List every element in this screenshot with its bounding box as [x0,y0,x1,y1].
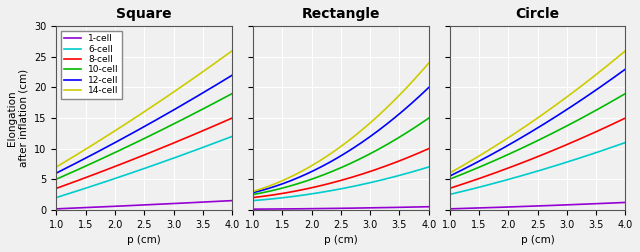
14-cell [201,69,209,72]
14-cell [52,166,60,169]
8-cell [157,147,165,150]
8-cell [160,145,168,148]
8-cell [228,116,236,119]
10-cell [228,92,236,95]
Line: 12-cell: 12-cell [56,75,232,173]
Line: 14-cell: 14-cell [56,51,232,167]
6-cell [157,161,164,164]
12-cell [157,116,165,119]
10-cell [157,129,165,132]
Line: 10-cell: 10-cell [56,93,232,179]
14-cell [228,49,236,52]
Title: Square: Square [116,7,172,21]
1-cell [52,207,60,210]
X-axis label: p (cm): p (cm) [520,235,554,245]
Title: Rectangle: Rectangle [301,7,380,21]
14-cell [160,97,168,100]
Title: Circle: Circle [515,7,559,21]
10-cell [160,127,168,130]
1-cell [160,203,168,206]
12-cell [157,116,164,119]
10-cell [212,101,220,104]
1-cell [53,207,61,210]
10-cell [53,177,61,180]
8-cell [201,129,209,132]
1-cell [228,199,236,202]
Y-axis label: Elongation
after inflation (cm): Elongation after inflation (cm) [7,69,29,167]
X-axis label: p (cm): p (cm) [127,235,161,245]
8-cell [52,187,60,190]
12-cell [228,74,236,77]
14-cell [157,99,165,102]
6-cell [157,161,165,164]
6-cell [212,141,220,144]
10-cell [201,107,209,110]
12-cell [160,114,168,117]
8-cell [53,187,61,190]
12-cell [53,171,61,174]
Legend: 1-cell, 6-cell, 8-cell, 10-cell, 12-cell, 14-cell: 1-cell, 6-cell, 8-cell, 10-cell, 12-cell… [61,31,122,99]
12-cell [212,84,220,87]
14-cell [157,100,164,103]
12-cell [201,90,209,93]
Line: 6-cell: 6-cell [56,136,232,198]
8-cell [157,147,164,150]
6-cell [228,135,236,138]
10-cell [157,129,164,132]
1-cell [157,203,165,206]
8-cell [212,124,220,127]
14-cell [53,165,61,168]
6-cell [160,160,168,163]
1-cell [201,201,209,204]
6-cell [201,145,209,148]
Line: 1-cell: 1-cell [56,201,232,209]
10-cell [52,178,60,181]
14-cell [212,61,220,64]
12-cell [52,172,60,175]
6-cell [53,196,61,199]
6-cell [52,196,60,199]
1-cell [157,203,164,206]
Line: 8-cell: 8-cell [56,118,232,188]
X-axis label: p (cm): p (cm) [324,235,358,245]
1-cell [212,200,220,203]
